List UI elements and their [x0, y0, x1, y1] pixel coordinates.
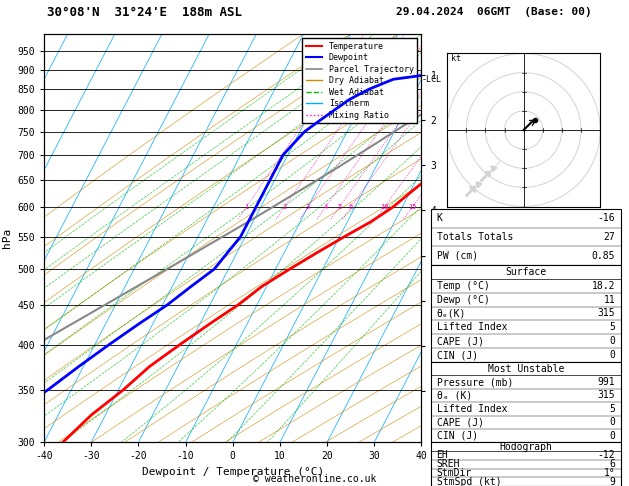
- X-axis label: Dewpoint / Temperature (°C): Dewpoint / Temperature (°C): [142, 467, 324, 477]
- Text: 5: 5: [610, 322, 615, 332]
- Text: Lifted Index: Lifted Index: [437, 322, 507, 332]
- Text: CAPE (J): CAPE (J): [437, 417, 484, 427]
- Text: © weatheronline.co.uk: © weatheronline.co.uk: [253, 473, 376, 484]
- Text: Temp (°C): Temp (°C): [437, 281, 489, 291]
- Text: 27: 27: [603, 232, 615, 242]
- Text: 0: 0: [610, 417, 615, 427]
- Text: 18.2: 18.2: [592, 281, 615, 291]
- Text: CIN (J): CIN (J): [437, 350, 477, 360]
- Text: CAPE (J): CAPE (J): [437, 336, 484, 346]
- Text: K: K: [437, 213, 442, 223]
- Text: 1: 1: [244, 204, 248, 210]
- Text: 0: 0: [610, 431, 615, 441]
- Text: 11: 11: [603, 295, 615, 305]
- Text: Most Unstable: Most Unstable: [487, 364, 564, 374]
- Text: Pressure (mb): Pressure (mb): [437, 377, 513, 387]
- Text: 4: 4: [323, 204, 328, 210]
- Text: -LCL: -LCL: [421, 75, 442, 84]
- Legend: Temperature, Dewpoint, Parcel Trajectory, Dry Adiabat, Wet Adiabat, Isotherm, Mi: Temperature, Dewpoint, Parcel Trajectory…: [303, 38, 417, 123]
- Text: 0: 0: [610, 350, 615, 360]
- Text: 0.85: 0.85: [592, 251, 615, 260]
- Text: 3: 3: [306, 204, 310, 210]
- Text: 10: 10: [380, 204, 389, 210]
- Text: Surface: Surface: [505, 267, 547, 277]
- Text: -16: -16: [598, 213, 615, 223]
- Text: EH: EH: [437, 451, 448, 460]
- Text: kt: kt: [451, 54, 461, 63]
- Text: 315: 315: [598, 309, 615, 318]
- Text: 6: 6: [610, 459, 615, 469]
- Text: StmSpd (kt): StmSpd (kt): [437, 477, 501, 486]
- Text: Totals Totals: Totals Totals: [437, 232, 513, 242]
- Text: Dewp (°C): Dewp (°C): [437, 295, 489, 305]
- Text: SREH: SREH: [437, 459, 460, 469]
- Text: 2: 2: [282, 204, 287, 210]
- Text: 5: 5: [337, 204, 342, 210]
- Text: CIN (J): CIN (J): [437, 431, 477, 441]
- Text: 15: 15: [408, 204, 416, 210]
- Text: -12: -12: [598, 451, 615, 460]
- Text: 9: 9: [610, 477, 615, 486]
- Text: PW (cm): PW (cm): [437, 251, 477, 260]
- Text: 991: 991: [598, 377, 615, 387]
- Y-axis label: hPa: hPa: [2, 228, 12, 248]
- Text: Hodograph: Hodograph: [499, 442, 552, 451]
- Text: 315: 315: [598, 390, 615, 400]
- Text: 5: 5: [610, 404, 615, 414]
- Text: StmDir: StmDir: [437, 468, 472, 478]
- Text: θₑ (K): θₑ (K): [437, 390, 472, 400]
- Text: 0: 0: [610, 336, 615, 346]
- Text: km
ASL: km ASL: [458, 454, 476, 476]
- Text: θₑ(K): θₑ(K): [437, 309, 466, 318]
- Text: 6: 6: [348, 204, 353, 210]
- Text: 29.04.2024  06GMT  (Base: 00): 29.04.2024 06GMT (Base: 00): [396, 7, 592, 17]
- Text: 1°: 1°: [603, 468, 615, 478]
- Text: Lifted Index: Lifted Index: [437, 404, 507, 414]
- Text: 30°08'N  31°24'E  188m ASL: 30°08'N 31°24'E 188m ASL: [47, 6, 242, 18]
